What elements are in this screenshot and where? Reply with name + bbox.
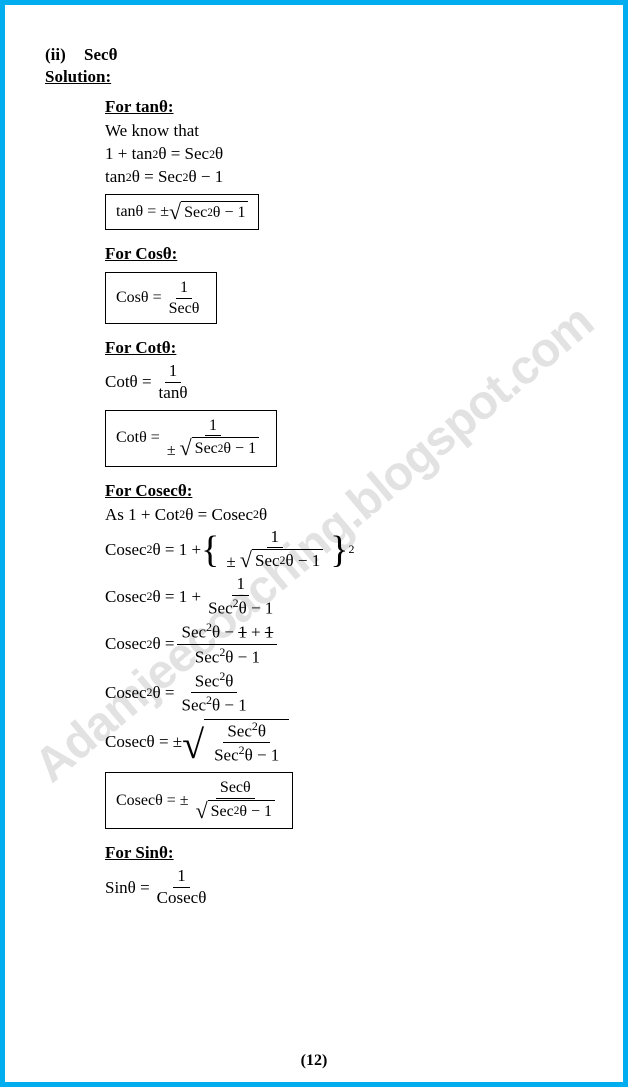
section-sin: For Sinθ: Sinθ = 1Cosecθ: [105, 843, 593, 907]
sin-line1: Sinθ = 1Cosecθ: [105, 867, 593, 907]
cosec-line4: Cosec2θ = Sec2θ − 1 + 1 Sec2θ − 1: [105, 621, 593, 667]
cosec-line2: Cosec2θ = 1 + { 1 ± √Sec2θ − 1 }2: [105, 528, 593, 572]
cos-box: Cosθ = 1Secθ: [105, 272, 217, 324]
tan-line1: We know that: [105, 121, 593, 141]
solution-heading: Solution:: [45, 67, 593, 87]
section-cos: For Cosθ: Cosθ = 1Secθ: [105, 244, 593, 328]
tan-line2: 1 + tan2θ = Sec2θ: [105, 144, 593, 164]
section-tan: For tanθ: We know that 1 + tan2θ = Sec2θ…: [105, 97, 593, 234]
heading-cosec: For Cosecθ:: [105, 481, 593, 501]
cot-line1: Cotθ = 1tanθ: [105, 362, 593, 402]
cosec-line3: Cosec2θ = 1 + 1 Sec2θ − 1: [105, 575, 593, 618]
content: (ii) Secθ Solution: For tanθ: We know th…: [45, 45, 593, 908]
part-num: (ii): [45, 45, 66, 64]
heading-tan: For tanθ:: [105, 97, 593, 117]
heading-cos: For Cosθ:: [105, 244, 593, 264]
cosec-line1: As 1 + Cot2θ = Cosec2θ: [105, 505, 593, 525]
cosec-line5: Cosec2θ = Sec2θ Sec2θ − 1: [105, 670, 593, 716]
section-cot: For Cotθ: Cotθ = 1tanθ Cotθ = 1 ± √Sec2θ…: [105, 338, 593, 471]
section-cosec: For Cosecθ: As 1 + Cot2θ = Cosec2θ Cosec…: [105, 481, 593, 834]
part-label: (ii) Secθ: [45, 45, 593, 65]
page-number: (12): [301, 1052, 328, 1070]
heading-cot: For Cotθ:: [105, 338, 593, 358]
tan-box: tanθ = ± √Sec2θ − 1: [105, 194, 259, 230]
tan-line3: tan2θ = Sec2θ − 1: [105, 167, 593, 187]
part-text: Secθ: [84, 45, 117, 64]
heading-sin: For Sinθ:: [105, 843, 593, 863]
cot-box: Cotθ = 1 ± √Sec2θ − 1: [105, 410, 277, 467]
cosec-box: Cosecθ = ± Secθ √Sec2θ − 1: [105, 772, 293, 829]
cosec-line6: Cosecθ = ± √ Sec2θ Sec2θ − 1: [105, 719, 593, 766]
